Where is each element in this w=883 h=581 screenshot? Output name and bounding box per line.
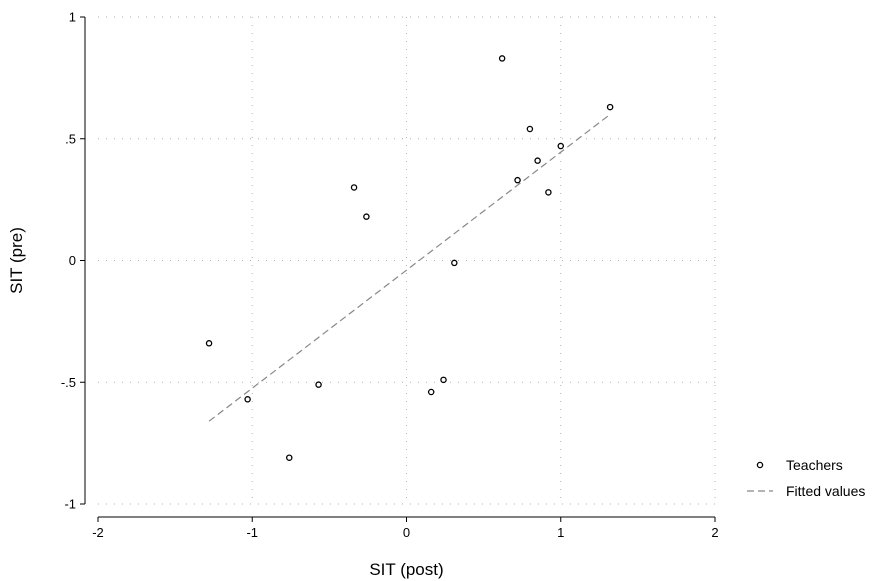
teacher-point bbox=[545, 189, 552, 196]
teacher-point bbox=[526, 125, 534, 133]
teacher-point bbox=[205, 340, 213, 347]
teacher-point bbox=[427, 388, 435, 396]
x-tick-label: 1 bbox=[557, 525, 564, 540]
y-tick-label: 1 bbox=[69, 10, 76, 25]
fitted-values-line bbox=[208, 113, 611, 422]
teacher-point bbox=[606, 103, 614, 111]
teacher-point bbox=[514, 176, 521, 184]
y-tick-label: .5 bbox=[65, 131, 76, 146]
teacher-point bbox=[534, 157, 541, 164]
legend: Teachers Fitted values bbox=[747, 457, 865, 499]
x-tick-label: -1 bbox=[246, 525, 258, 540]
x-tick-label: 2 bbox=[711, 525, 718, 540]
y-tick-label: -1 bbox=[64, 497, 76, 512]
y-tick-label: -.5 bbox=[61, 375, 76, 390]
teacher-point bbox=[440, 376, 447, 384]
teacher-point bbox=[451, 259, 458, 267]
teacher-point bbox=[286, 454, 293, 461]
teacher-point bbox=[557, 142, 565, 150]
legend-marker-teachers bbox=[756, 461, 764, 469]
fitted-line-layer bbox=[208, 113, 611, 422]
teacher-point bbox=[315, 381, 322, 388]
y-axis-title: SIT (pre) bbox=[7, 227, 26, 294]
teacher-point bbox=[363, 213, 370, 220]
scatter-points bbox=[205, 55, 614, 461]
teacher-point bbox=[498, 55, 506, 62]
axes bbox=[80, 16, 716, 522]
x-tick-label: 0 bbox=[403, 525, 410, 540]
legend-label-fitted: Fitted values bbox=[786, 483, 865, 499]
y-tick-label: 0 bbox=[69, 253, 76, 268]
x-tick-label: -2 bbox=[92, 525, 104, 540]
teacher-point bbox=[244, 396, 251, 403]
legend-label-teachers: Teachers bbox=[786, 457, 843, 473]
tick-labels: -1 -.5 0 .5 1 -2 -1 0 1 2 bbox=[61, 10, 719, 541]
x-axis-title: SIT (post) bbox=[369, 560, 443, 579]
teacher-point bbox=[350, 184, 358, 191]
grid-lines bbox=[98, 16, 716, 505]
